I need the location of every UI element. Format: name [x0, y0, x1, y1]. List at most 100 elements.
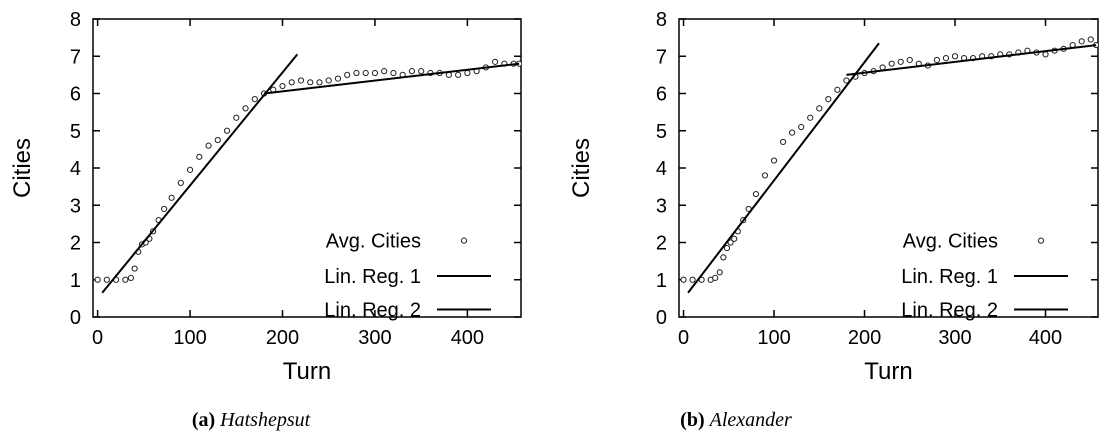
data-point — [752, 190, 760, 198]
legend-label: Lin. Reg. 1 — [324, 266, 421, 288]
data-point — [906, 56, 913, 64]
caption-a-name: Hatshepsut — [220, 409, 311, 431]
y-axis-label: Cities — [9, 138, 36, 198]
plot-frame — [92, 18, 522, 318]
data-point — [316, 79, 323, 86]
data-point — [731, 235, 738, 242]
data-point — [344, 71, 351, 78]
data-point — [942, 55, 950, 62]
data-point — [951, 53, 959, 60]
data-point — [816, 105, 823, 112]
data-point — [879, 64, 886, 71]
x-tick-label: 300 — [358, 327, 391, 349]
data-point — [933, 56, 941, 64]
data-point — [825, 95, 832, 103]
data-point — [334, 75, 342, 82]
data-point — [716, 269, 723, 276]
plot-area — [680, 36, 1098, 294]
legend-label: Lin. Reg. 2 — [901, 300, 998, 322]
y-tick-label: 1 — [70, 270, 81, 292]
regression-line-1 — [101, 53, 299, 294]
legend-label: Avg. Cities — [903, 231, 998, 253]
data-point — [161, 205, 168, 213]
y-tick-label: 4 — [70, 158, 81, 180]
data-point — [103, 276, 110, 283]
plot-area — [94, 53, 521, 294]
data-point — [223, 127, 231, 134]
data-point — [680, 276, 687, 283]
data-point — [233, 114, 240, 121]
x-tick-label: 100 — [173, 327, 206, 349]
data-point — [789, 129, 796, 136]
data-point — [122, 276, 129, 283]
data-point — [381, 68, 388, 75]
regression-line-2 — [263, 62, 520, 95]
x-tick-label: 200 — [266, 327, 299, 349]
x-axis-label: Turn — [864, 358, 912, 385]
chart-panel-a: 0 1 2 3 4 5 6 7 8 0 100 200 300 400 Turn Cities Avg. Cit… — [0, 0, 540, 436]
data-point — [214, 136, 221, 144]
y-tick-label: 8 — [656, 9, 667, 31]
y-tick-label: 2 — [70, 233, 81, 255]
caption-b-name: Alexander — [709, 409, 792, 431]
caption-b: (b) Alexander — [586, 409, 886, 432]
legend-marker-points — [1037, 237, 1045, 244]
data-point — [307, 79, 314, 86]
legend-label: Lin. Reg. 2 — [324, 300, 421, 322]
data-point — [761, 172, 769, 179]
legend-marker-points — [460, 237, 468, 244]
caption-b-tag: (b) — [680, 409, 705, 431]
data-point — [408, 68, 416, 75]
chart-panel-b: 0 1 2 3 4 5 6 7 8 0 100 200 300 400 Turn Cities Avg. Cit… — [559, 0, 1099, 436]
data-point — [196, 153, 203, 160]
y-tick-label: 4 — [656, 158, 667, 180]
x-tick-label: 300 — [938, 327, 971, 349]
x-axis-label: Turn — [283, 358, 331, 385]
y-tick-label: 5 — [656, 121, 667, 143]
y-tick-label: 7 — [656, 46, 667, 68]
data-point — [727, 239, 734, 246]
chart-a: 0 1 2 3 4 5 6 7 8 0 100 200 300 400 Turn Cities Avg. Cit… — [9, 9, 522, 385]
y-tick-label: 8 — [70, 9, 81, 31]
data-point — [186, 166, 194, 173]
caption-a-tag: (a) — [191, 409, 216, 431]
data-point — [492, 58, 499, 65]
y-tick-label: 3 — [656, 195, 667, 217]
data-point — [720, 254, 727, 261]
data-point — [371, 69, 379, 77]
data-point — [464, 69, 471, 77]
data-point — [1087, 36, 1094, 43]
x-tick-label: 200 — [848, 327, 881, 349]
x-tick-label: 0 — [92, 327, 103, 349]
y-tick-label: 6 — [70, 84, 81, 106]
data-point — [362, 69, 369, 77]
y-tick-label: 3 — [70, 195, 81, 217]
y-tick-label: 6 — [656, 84, 667, 106]
data-point — [94, 276, 101, 283]
y-tick-label: 2 — [656, 233, 667, 255]
y-tick-label: 5 — [70, 121, 81, 143]
data-point — [177, 179, 184, 186]
data-point — [418, 68, 425, 75]
data-point — [843, 77, 850, 84]
data-point — [1042, 51, 1049, 58]
data-point — [770, 157, 778, 164]
data-point — [390, 69, 397, 77]
x-tick-label: 400 — [451, 327, 484, 349]
data-point — [131, 265, 138, 272]
data-point — [242, 105, 249, 112]
legend-label: Avg. Cities — [326, 231, 421, 253]
chart-b: 0 1 2 3 4 5 6 7 8 0 100 200 300 400 Turn Cities Avg. Cit… — [568, 9, 1099, 385]
data-point — [297, 77, 305, 84]
legend-label: Lin. Reg. 1 — [901, 266, 998, 288]
y-tick-label: 7 — [70, 46, 81, 68]
data-point — [288, 79, 295, 86]
data-point — [127, 274, 135, 281]
caption-a: (a) Hatshepsut — [101, 409, 401, 432]
data-point — [834, 86, 841, 93]
x-tick-label: 0 — [678, 327, 689, 349]
data-point — [888, 60, 895, 67]
data-point — [205, 142, 212, 149]
data-point — [897, 58, 904, 65]
data-point — [723, 244, 731, 252]
